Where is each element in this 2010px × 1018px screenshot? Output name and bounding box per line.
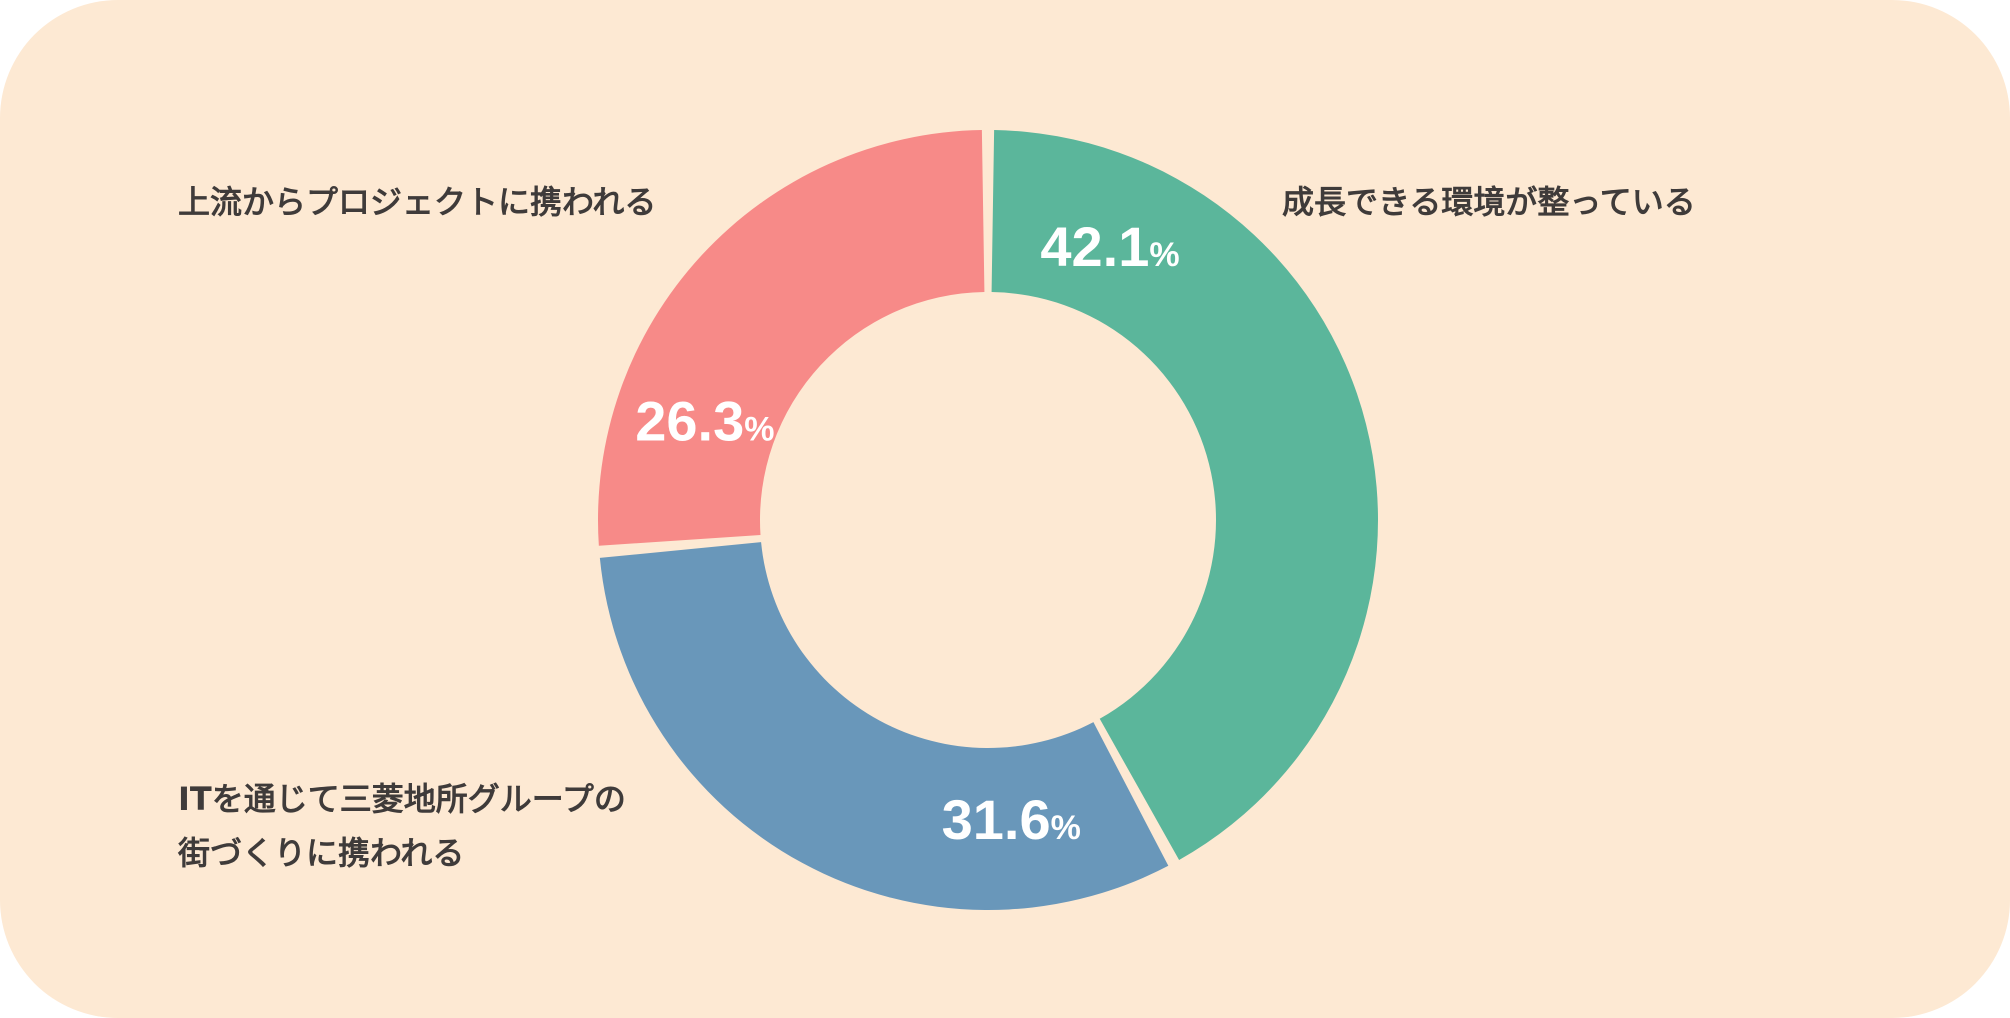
legend-label-town-planning: ITを通じて三菱地所グループの 街づくりに携われる (178, 772, 626, 881)
value-number: 26.3 (635, 390, 744, 453)
value-unit: % (1149, 236, 1179, 274)
value-unit: % (1051, 809, 1081, 847)
value-number: 31.6 (942, 788, 1051, 851)
slice-growth-environment (991, 130, 1378, 860)
legend-label-upstream: 上流からプロジェクトに携われる (178, 183, 657, 221)
value-number: 42.1 (1040, 215, 1149, 278)
slice-town-planning (599, 542, 1169, 910)
slice-upstream-projects (598, 130, 985, 546)
legend-label-town-planning-line-1: ITを通じて三菱地所グループの (178, 780, 626, 818)
legend-label-town-planning-line-2: 街づくりに携われる (178, 834, 465, 873)
value-label-town-planning: 31.6% (942, 788, 1081, 851)
legend-label-growth: 成長できる環境が整っている (1282, 183, 1696, 221)
value-label-upstream-projects: 26.3% (635, 390, 774, 453)
value-unit: % (744, 411, 774, 449)
value-label-growth-environment: 42.1% (1040, 215, 1179, 278)
